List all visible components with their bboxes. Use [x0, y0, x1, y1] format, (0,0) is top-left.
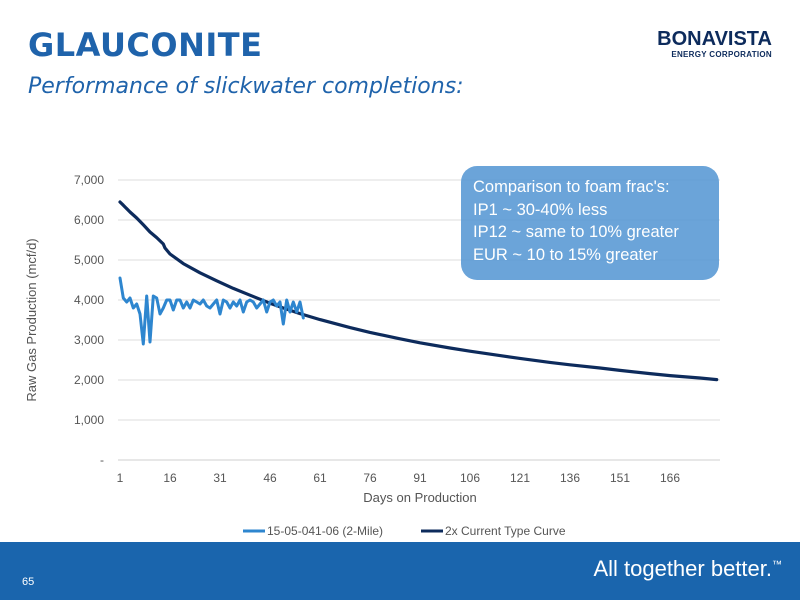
chart-series [118, 200, 719, 382]
y-tick-label: 3,000 [74, 333, 104, 347]
page-subtitle: Performance of slickwater completions: [28, 74, 464, 99]
x-tick-label: 46 [263, 471, 277, 485]
y-axis-label: Raw Gas Production (mcf/d) [24, 238, 39, 401]
legend-label-type-curve: 2x Current Type Curve [445, 524, 566, 538]
callout-line: IP1 ~ 30-40% less [473, 200, 608, 219]
y-tick-label: 7,000 [74, 173, 104, 187]
x-tick-label: 106 [460, 471, 480, 485]
logo-subtitle: ENERGY CORPORATION [671, 50, 772, 59]
y-tick-label: 6,000 [74, 213, 104, 227]
y-axis-ticks: - 1,000 2,000 3,000 4,000 5,000 6,000 7,000 [74, 173, 104, 467]
comparison-callout: Comparison to foam frac's: IP1 ~ 30-40% … [461, 166, 719, 280]
trademark-mark: ™ [772, 559, 782, 571]
footer-bar: 65 All together better.™ [0, 542, 800, 600]
y-tick-label: 2,000 [74, 373, 104, 387]
x-tick-label: 91 [413, 471, 427, 485]
tagline-text: All together better. [593, 556, 772, 581]
x-tick-label: 151 [610, 471, 630, 485]
x-tick-label: 16 [163, 471, 177, 485]
x-axis-label: Days on Production [363, 490, 476, 505]
page-number: 65 [22, 576, 35, 588]
x-tick-label: 61 [313, 471, 327, 485]
x-tick-label: 76 [363, 471, 377, 485]
series-line-well [118, 276, 305, 346]
legend-label-well: 15-05-041-06 (2-Mile) [267, 524, 383, 538]
y-tick-label: - [100, 453, 104, 467]
chart-legend: 15-05-041-06 (2-Mile) 2x Current Type Cu… [243, 524, 566, 538]
series-line-type-curve [118, 200, 719, 382]
callout-line: Comparison to foam frac's: [473, 178, 670, 196]
y-tick-label: 4,000 [74, 293, 104, 307]
x-tick-label: 121 [510, 471, 530, 485]
x-tick-label: 1 [117, 471, 124, 485]
x-tick-label: 166 [660, 471, 680, 485]
x-axis-ticks: 1 16 31 46 61 76 91 106 121 136 151 166 [117, 471, 681, 485]
x-tick-label: 136 [560, 471, 580, 485]
tagline: All together better.™ [593, 556, 782, 582]
callout-line: IP12 ~ same to 10% greater [473, 223, 679, 241]
logo-name: BONAVISTA [657, 28, 772, 50]
callout-line: EUR ~ 10 to 15% greater [473, 245, 658, 264]
y-tick-label: 1,000 [74, 413, 104, 427]
page-title: GLAUCONITE [28, 26, 263, 64]
company-logo: BONAVISTA ENERGY CORPORATION [657, 28, 772, 59]
y-tick-label: 5,000 [74, 253, 104, 267]
x-tick-label: 31 [213, 471, 227, 485]
